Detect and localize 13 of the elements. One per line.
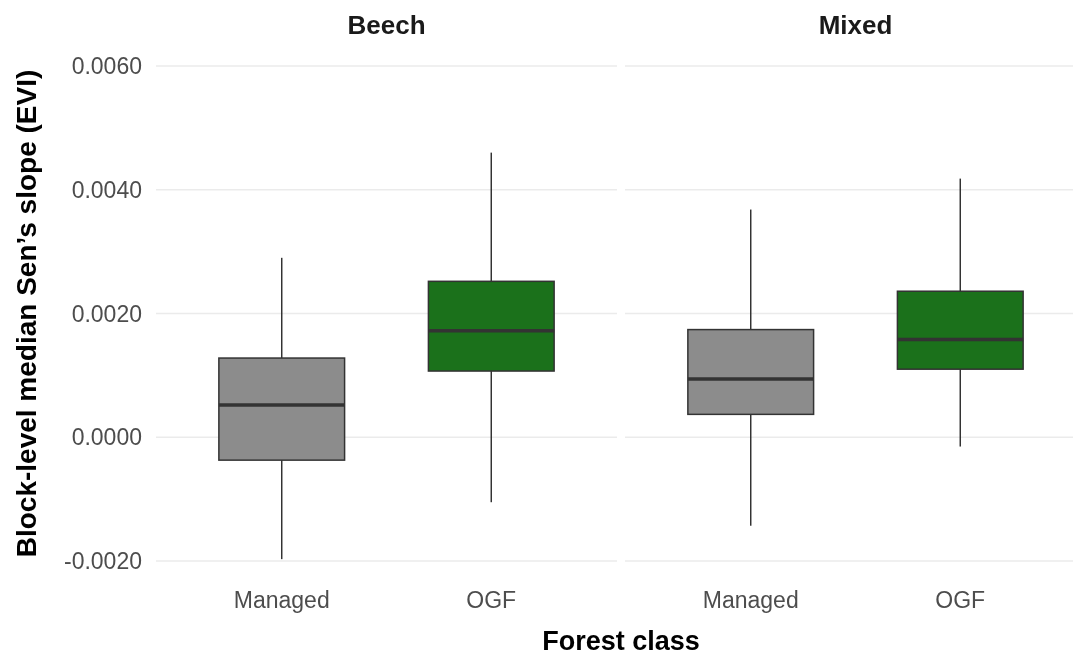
y-tick-label: 0.0040 bbox=[71, 176, 142, 203]
x-tick-label: OGF bbox=[935, 587, 986, 613]
x-tick-label: Managed bbox=[233, 587, 330, 613]
y-tick-label: 0.0000 bbox=[71, 424, 142, 451]
chart-title: Mixed bbox=[818, 10, 893, 40]
y-tick-label: 0.0060 bbox=[71, 53, 142, 80]
chart-title: Beech bbox=[347, 10, 426, 40]
y-axis-title: Block-level median Sen’s slope (EVI) bbox=[11, 69, 42, 558]
x-tick-label: OGF bbox=[466, 587, 517, 613]
x-tick-label: Managed bbox=[702, 587, 799, 613]
y-tick-label: -0.0020 bbox=[63, 548, 142, 575]
y-tick-label: 0.0020 bbox=[71, 300, 142, 327]
x-axis-title: Forest class bbox=[542, 626, 700, 656]
